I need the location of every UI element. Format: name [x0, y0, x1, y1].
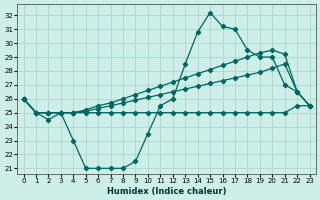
- X-axis label: Humidex (Indice chaleur): Humidex (Indice chaleur): [107, 187, 226, 196]
